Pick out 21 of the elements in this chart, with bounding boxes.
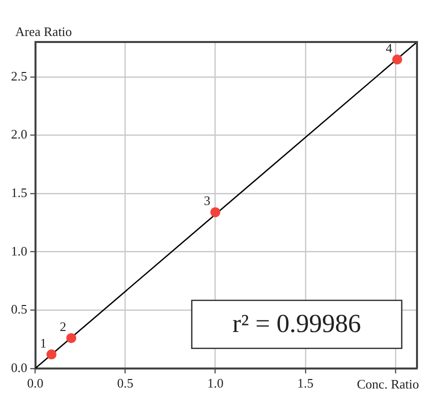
- annotation: 2: [60, 319, 66, 334]
- point: [210, 207, 220, 218]
- x-tick-label: 1.0: [207, 376, 224, 391]
- y-tick-label: 2.0: [11, 126, 28, 142]
- point: [66, 333, 76, 344]
- y-tick-label: 0.0: [11, 360, 28, 375]
- x-axis-title: Conc. Ratio: [356, 376, 419, 392]
- y-tick-label: 0.5: [11, 302, 28, 317]
- x-tick-label: 0.5: [117, 376, 134, 391]
- point: [392, 54, 402, 64]
- x-tick-label: 1.5: [297, 376, 314, 391]
- y-tick-label: 1.5: [11, 184, 28, 200]
- y-axis-title: Area Ratio: [15, 24, 72, 39]
- y-tick-label: 1.0: [11, 243, 28, 258]
- annotation: 4: [386, 40, 393, 56]
- annotation: 3: [204, 193, 210, 208]
- annotation: r² = 0.99986: [232, 309, 362, 338]
- y-tick-label: 2.5: [11, 68, 28, 84]
- point: [46, 349, 56, 360]
- x-tick-label: 0.0: [27, 376, 44, 391]
- annotation: 1: [40, 335, 46, 350]
